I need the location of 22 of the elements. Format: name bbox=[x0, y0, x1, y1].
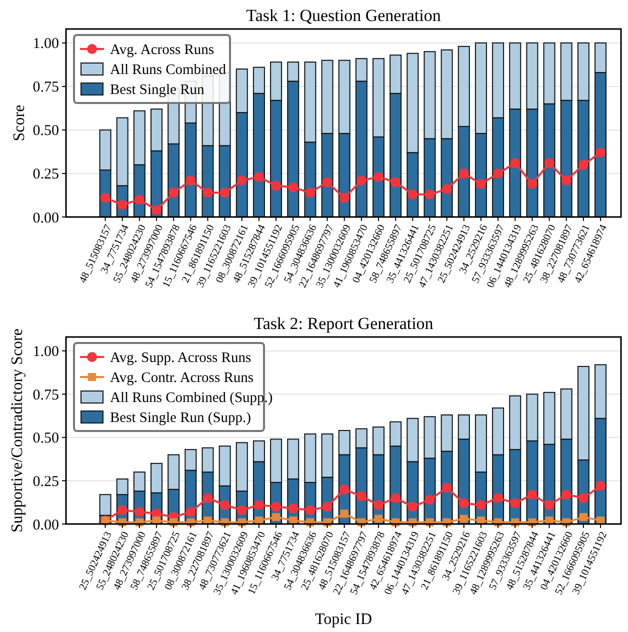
y-tick-label: 0.00 bbox=[32, 517, 59, 534]
legend-label: Best Single Run bbox=[110, 82, 206, 98]
y-tick-label: 0.75 bbox=[32, 387, 59, 404]
legend-label: All Runs Combined bbox=[110, 62, 227, 78]
y-tick-label: 1.00 bbox=[32, 344, 59, 360]
chart-title: Task 1: Question Generation bbox=[246, 6, 442, 25]
y-tick-label: 0.50 bbox=[32, 430, 59, 447]
legend-label: All Runs Combined (Supp.) bbox=[110, 390, 273, 406]
legend-label: Avg. Supp. Across Runs bbox=[110, 350, 252, 366]
legend-label: Avg. Contr. Across Runs bbox=[110, 370, 254, 386]
legend-label: Avg. Across Runs bbox=[110, 42, 214, 58]
y-tick-label: 0.25 bbox=[32, 166, 59, 183]
y-tick-label: 0.25 bbox=[32, 474, 59, 490]
y-tick-label: 1.00 bbox=[32, 36, 59, 52]
legend-label: Best Single Run (Supp.) bbox=[110, 410, 252, 426]
y-tick-label: 0.50 bbox=[32, 123, 59, 140]
y-tick-label: 0.00 bbox=[32, 210, 59, 226]
y-axis-title: Score bbox=[11, 104, 28, 142]
x-axis-title: Topic ID bbox=[314, 611, 372, 628]
chart-title: Task 2: Report Generation bbox=[254, 314, 434, 333]
y-axis-title: Supportive/Contradictory Score bbox=[9, 328, 26, 532]
y-tick-label: 0.75 bbox=[32, 80, 59, 96]
